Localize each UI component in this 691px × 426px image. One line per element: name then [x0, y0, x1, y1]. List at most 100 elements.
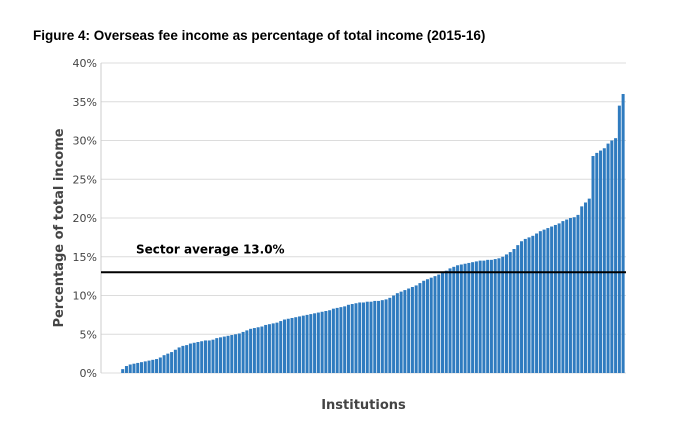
sector-average-label: Sector average 13.0% — [136, 242, 285, 256]
bar — [279, 321, 283, 373]
bar — [583, 202, 587, 373]
bar — [215, 338, 219, 374]
bar — [621, 94, 625, 373]
bar — [335, 307, 339, 373]
bar — [546, 228, 550, 373]
bar — [181, 345, 185, 374]
bar — [501, 256, 505, 373]
bar — [121, 369, 125, 374]
bar — [580, 206, 584, 374]
bar — [380, 300, 384, 373]
bar — [343, 306, 347, 373]
bar — [361, 302, 365, 373]
bar — [497, 258, 501, 373]
bar — [550, 226, 554, 373]
bar — [230, 335, 234, 373]
bar — [489, 259, 493, 373]
y-tick-label: 5% — [80, 328, 97, 341]
bar — [155, 359, 159, 373]
bar — [128, 364, 132, 373]
bar — [482, 260, 486, 374]
bar — [196, 342, 200, 373]
bar — [414, 285, 418, 373]
bars — [121, 94, 625, 374]
bar — [211, 339, 215, 373]
bar — [249, 328, 253, 373]
bar — [200, 341, 204, 373]
bar — [245, 330, 249, 374]
bar — [614, 138, 618, 373]
bar — [486, 259, 490, 373]
bar — [158, 357, 162, 373]
bar — [264, 324, 268, 373]
bar — [606, 143, 610, 373]
bar — [516, 245, 520, 374]
bar — [591, 156, 595, 373]
bar — [143, 361, 147, 374]
bar — [124, 366, 128, 373]
bar — [132, 363, 136, 373]
bar — [595, 152, 599, 373]
y-tick-labels: 0% 5% 10% 15% 20% 25% 30% 35% 40% — [73, 57, 97, 380]
bar — [433, 276, 437, 374]
bar — [392, 295, 396, 373]
bar — [346, 304, 350, 373]
bar — [508, 252, 512, 373]
bar — [173, 349, 177, 373]
bar — [358, 302, 362, 373]
bar — [403, 290, 407, 373]
bar — [339, 307, 343, 374]
bar — [504, 254, 508, 373]
bar — [170, 352, 174, 373]
y-tick-label: 10% — [73, 290, 97, 303]
bar — [151, 359, 155, 373]
bar — [316, 312, 320, 373]
bar — [523, 238, 527, 373]
bar — [429, 277, 433, 373]
bar — [177, 347, 181, 373]
bar — [388, 297, 392, 373]
bar — [309, 314, 313, 373]
bar — [425, 279, 429, 373]
y-tick-label: 25% — [73, 173, 97, 186]
bar — [294, 317, 298, 373]
bar — [478, 260, 482, 374]
bar — [561, 221, 565, 373]
bar — [282, 319, 286, 373]
x-axis-title: Institutions — [321, 398, 406, 413]
bar — [463, 263, 467, 373]
bar — [553, 224, 557, 373]
bar — [136, 362, 140, 373]
bar — [162, 355, 166, 373]
chart-title: Figure 4: Overseas fee income as percent… — [33, 28, 486, 43]
bar — [185, 345, 189, 373]
bar — [444, 270, 448, 373]
bar — [256, 327, 260, 373]
bar — [377, 300, 381, 373]
bar — [587, 198, 591, 374]
bar — [474, 261, 478, 373]
bar — [305, 314, 309, 374]
bar — [301, 315, 305, 373]
bar — [365, 301, 369, 373]
bar — [599, 150, 603, 373]
bar — [493, 259, 497, 373]
bar — [140, 362, 144, 373]
bar — [350, 304, 354, 373]
bar — [535, 233, 539, 373]
bar — [324, 311, 328, 373]
y-tick-label: 35% — [73, 96, 97, 109]
bar — [617, 105, 621, 374]
y-tick-label: 0% — [80, 367, 97, 380]
bar — [252, 328, 256, 373]
bar — [219, 337, 223, 373]
bar — [448, 268, 452, 374]
bar — [610, 140, 614, 373]
bar — [331, 308, 335, 373]
bar — [241, 331, 245, 373]
bar — [395, 293, 399, 373]
bar — [410, 286, 414, 373]
bar — [538, 231, 542, 373]
bar — [290, 317, 294, 373]
bar — [437, 274, 441, 373]
